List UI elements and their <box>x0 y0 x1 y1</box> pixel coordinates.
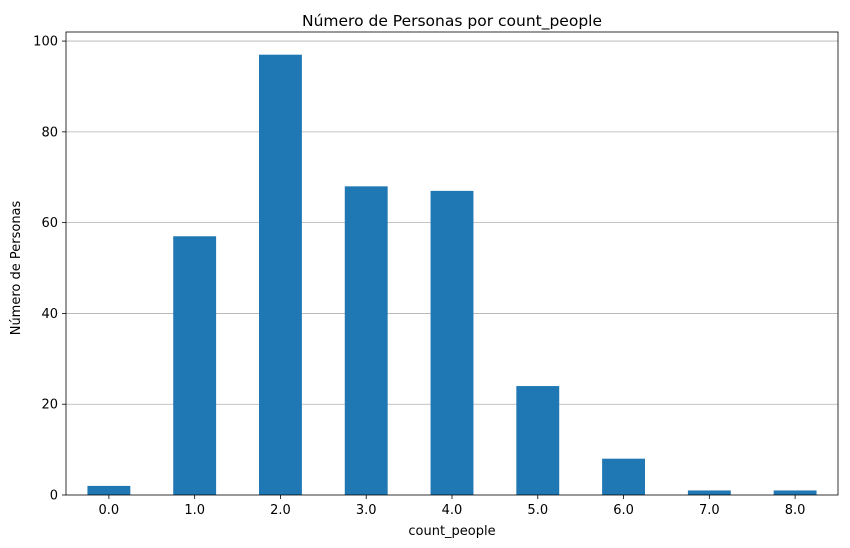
y-tick-label: 40 <box>41 307 58 322</box>
x-tick-label: 7.0 <box>699 503 720 518</box>
y-tick-label: 100 <box>33 35 58 50</box>
y-tick-label: 0 <box>50 489 58 504</box>
bar-3.0 <box>344 186 388 496</box>
y-tick-label: 60 <box>41 216 58 231</box>
tick-labels: 0 20 40 60 80 100 0.0 1.0 2.0 3.0 4.0 5.0 6.0 7.0 8.0 <box>33 35 805 518</box>
y-axis-label: Número de Personas <box>9 200 24 335</box>
bar-0.0 <box>87 485 131 495</box>
x-tick-label: 0.0 <box>99 503 120 518</box>
y-tick-label: 80 <box>41 125 58 140</box>
bar-8.0 <box>773 490 817 495</box>
x-axis-label: count_people <box>408 524 495 539</box>
x-tick-label: 6.0 <box>613 503 634 518</box>
x-tick-label: 4.0 <box>442 503 463 518</box>
bar-6.0 <box>602 458 645 495</box>
bar-2.0 <box>259 54 302 496</box>
bar-5.0 <box>516 386 560 495</box>
x-tick-label: 8.0 <box>785 503 806 518</box>
y-tick-label: 20 <box>41 398 58 413</box>
bars <box>87 54 817 496</box>
x-tick-label: 2.0 <box>270 503 291 518</box>
plot-frame <box>65 31 839 496</box>
x-tick-label: 3.0 <box>356 503 377 518</box>
chart-title: Número de Personas por count_people <box>302 12 602 31</box>
bar-1.0 <box>173 236 217 495</box>
bar-7.0 <box>687 490 731 495</box>
x-tick-label: 5.0 <box>527 503 548 518</box>
axes <box>62 31 839 499</box>
x-tick-label: 1.0 <box>184 503 205 518</box>
bar-4.0 <box>430 190 474 495</box>
